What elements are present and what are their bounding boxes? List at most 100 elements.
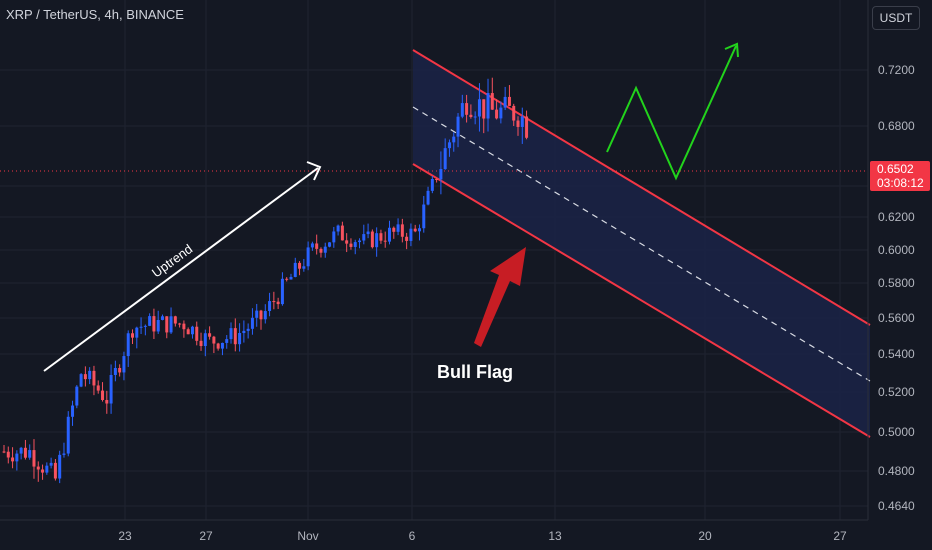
- candle: [349, 238, 353, 250]
- candle: [332, 226, 336, 248]
- candle: [32, 439, 36, 479]
- candle: [109, 364, 113, 414]
- candles: [2, 77, 529, 484]
- candle: [160, 314, 164, 321]
- candle: [23, 439, 27, 460]
- candle: [430, 175, 434, 194]
- candle: [246, 323, 250, 339]
- candle: [396, 218, 400, 236]
- candle: [302, 258, 306, 272]
- x-tick-label: 27: [199, 529, 213, 543]
- candle: [400, 218, 404, 243]
- forecast-arrow-head: [724, 42, 739, 58]
- candle: [276, 297, 280, 309]
- x-tick-label: 6: [409, 529, 416, 543]
- candle: [435, 178, 439, 183]
- candle: [353, 239, 357, 255]
- candle: [135, 326, 139, 349]
- candle: [49, 457, 53, 469]
- y-tick-label: 0.5400: [878, 347, 915, 361]
- candle: [41, 464, 45, 480]
- candle: [512, 103, 516, 127]
- candle: [465, 94, 469, 123]
- candle: [122, 351, 126, 381]
- candle: [28, 444, 32, 460]
- candle: [486, 78, 490, 132]
- candle: [71, 400, 75, 426]
- candle: [447, 139, 451, 157]
- candle: [182, 320, 186, 338]
- candle: [199, 332, 203, 351]
- candle: [263, 304, 267, 324]
- y-tick-label: 0.4800: [878, 464, 915, 478]
- candle: [118, 364, 122, 377]
- y-tick-label: 0.4640: [878, 499, 915, 513]
- uptrend-arrow-head: [306, 161, 322, 181]
- chart-title: XRP / TetherUS, 4h, BINANCE: [6, 7, 184, 22]
- candle: [190, 325, 194, 339]
- time-axis[interactable]: 23 27 Nov 6 13 20 27: [118, 529, 847, 543]
- x-tick-label: 27: [833, 529, 847, 543]
- candle: [15, 450, 19, 471]
- candle: [259, 309, 263, 330]
- candle: [477, 83, 481, 132]
- uptrend-line[interactable]: [43, 167, 319, 372]
- candle: [169, 307, 173, 335]
- candle: [195, 321, 199, 346]
- candle: [156, 310, 160, 334]
- candle: [66, 411, 70, 457]
- bull-flag-forecast-line[interactable]: [606, 45, 737, 181]
- candle: [285, 277, 289, 282]
- candle: [225, 335, 229, 349]
- candle: [58, 450, 62, 484]
- candle: [379, 229, 383, 244]
- y-tick-label: 0.5000: [878, 425, 915, 439]
- candle: [6, 446, 10, 464]
- candle: [375, 227, 379, 257]
- candle: [345, 233, 349, 253]
- y-tick-label: 0.6200: [878, 210, 915, 224]
- candle: [336, 224, 340, 236]
- candle: [229, 322, 233, 344]
- candle: [83, 366, 87, 387]
- candle: [306, 241, 310, 271]
- candle: [105, 390, 109, 414]
- candle: [405, 232, 409, 250]
- bar-countdown: 03:08:12: [877, 176, 924, 190]
- candle: [340, 221, 344, 241]
- candle: [11, 447, 15, 469]
- candle: [520, 107, 524, 144]
- x-tick-label: 13: [548, 529, 562, 543]
- candle: [413, 224, 417, 233]
- candle: [289, 273, 293, 280]
- candle: [370, 229, 374, 249]
- candle: [272, 291, 276, 310]
- channel-lower-line[interactable]: [412, 163, 871, 438]
- candle: [101, 382, 105, 402]
- candle: [358, 238, 362, 249]
- candle: [53, 459, 57, 481]
- candle: [255, 303, 259, 327]
- candle: [503, 86, 507, 111]
- x-tick-label: Nov: [297, 529, 318, 543]
- price-axis[interactable]: 0.72000.68000.64000.62000.60000.58000.56…: [878, 63, 915, 513]
- y-tick-label: 0.6800: [878, 119, 915, 133]
- candle: [482, 99, 486, 134]
- candle: [173, 315, 177, 327]
- bull-flag-label: Bull Flag: [437, 362, 513, 382]
- candle: [383, 231, 387, 248]
- last-price-value: 0.6502: [877, 162, 914, 176]
- bull-flag-red-arrow[interactable]: [474, 247, 526, 347]
- candle: [328, 242, 332, 248]
- candle: [362, 224, 366, 245]
- candle: [426, 186, 430, 206]
- candle: [315, 234, 319, 255]
- y-tick-label: 0.7200: [878, 63, 915, 77]
- candle: [499, 101, 503, 124]
- currency-button[interactable]: USDT: [872, 6, 920, 30]
- candle: [2, 444, 6, 454]
- candle: [113, 360, 117, 382]
- candle: [92, 365, 96, 396]
- candle: [62, 442, 66, 458]
